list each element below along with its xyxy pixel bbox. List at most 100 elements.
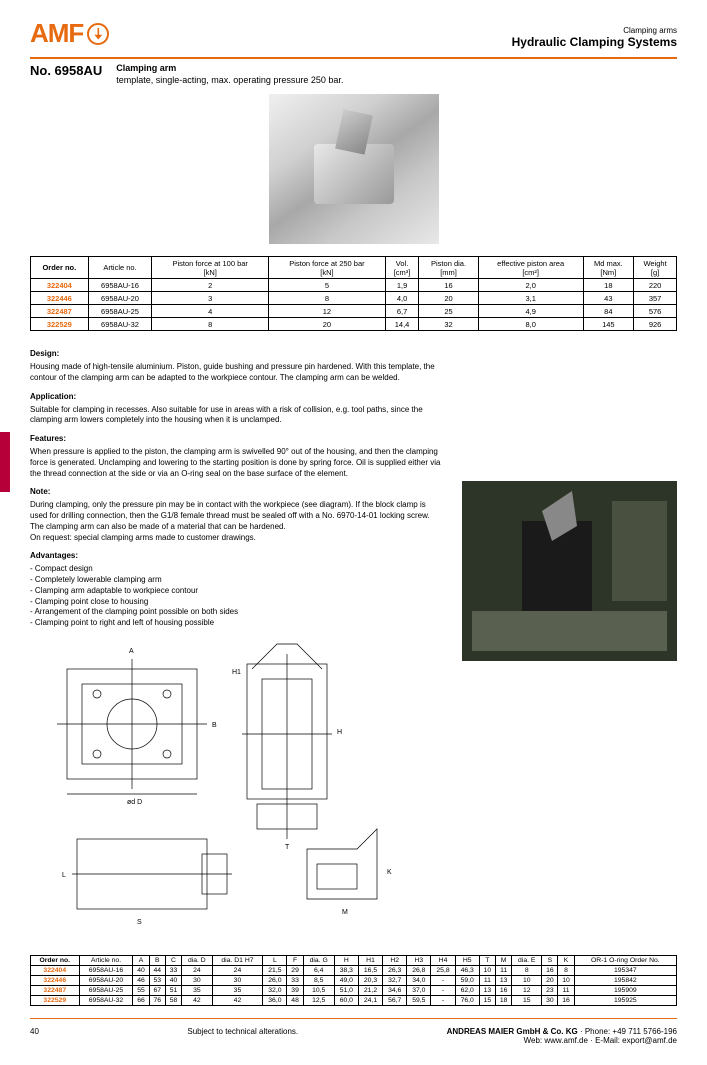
- note-title: Note:: [30, 487, 444, 498]
- table-cell: 44: [149, 965, 165, 975]
- table-row: 3224466958AU-20465340303026,0338,549,020…: [31, 975, 677, 985]
- column-header: C: [165, 955, 181, 965]
- column-header: dia. D1 H7: [212, 955, 263, 965]
- table-row: 3224876958AU-25556751353532,03910,551,02…: [31, 985, 677, 995]
- column-header: H5: [455, 955, 479, 965]
- table-cell: 58: [165, 995, 181, 1005]
- order-no-link[interactable]: 322446: [31, 975, 80, 985]
- order-no-link[interactable]: 322487: [31, 305, 89, 318]
- product-image: [269, 94, 439, 244]
- advantages-title: Advantages:: [30, 551, 444, 562]
- column-header: K: [558, 955, 574, 965]
- column-header: H3: [407, 955, 431, 965]
- order-no-link[interactable]: 322404: [31, 965, 80, 975]
- column-header: H1: [358, 955, 382, 965]
- table-cell: 33: [165, 965, 181, 975]
- column-header: Article no.: [88, 257, 152, 279]
- table-cell: 1,9: [385, 279, 419, 292]
- order-no-link[interactable]: 322404: [31, 279, 89, 292]
- table-cell: 26,0: [263, 975, 287, 985]
- table-row: 3224046958AU-16404433242421,5296,438,316…: [31, 965, 677, 975]
- table-cell: 32: [419, 318, 478, 331]
- advantage-item: - Clamping point to right and left of ho…: [30, 618, 444, 629]
- table-cell: 32,7: [383, 975, 407, 985]
- schematic-drawing: AB ød D HH1 T LS KM: [30, 629, 444, 949]
- table-cell: 4,0: [385, 292, 419, 305]
- features-title: Features:: [30, 434, 444, 445]
- table-cell: 15: [479, 995, 495, 1005]
- page-footer: 40 Subject to technical alterations. AND…: [30, 1027, 677, 1045]
- product-desc: template, single-acting, max. operating …: [116, 75, 343, 85]
- table-cell: 24: [212, 965, 263, 975]
- order-no-link[interactable]: 322529: [31, 318, 89, 331]
- table-cell: 67: [149, 985, 165, 995]
- table-cell: 14,4: [385, 318, 419, 331]
- footer-center: Subject to technical alterations.: [187, 1027, 298, 1045]
- table-cell: 13: [479, 985, 495, 995]
- column-header: B: [149, 955, 165, 965]
- table-cell: 36,0: [263, 995, 287, 1005]
- column-header: A: [133, 955, 149, 965]
- order-no-link[interactable]: 322529: [31, 995, 80, 1005]
- application-section: Application: Suitable for clamping in re…: [30, 392, 444, 426]
- table-cell: 29: [287, 965, 303, 975]
- table-cell: 60,0: [334, 995, 358, 1005]
- application-title: Application:: [30, 392, 444, 403]
- table-cell: -: [431, 975, 455, 985]
- table-cell: 30: [182, 975, 213, 985]
- table-cell: 26,3: [383, 965, 407, 975]
- table-cell: 12: [269, 305, 386, 318]
- svg-text:ød D: ød D: [127, 799, 142, 806]
- table-cell: 8: [512, 965, 542, 975]
- table-cell: 13: [496, 975, 512, 985]
- advantages-section: Advantages: - Compact design- Completely…: [30, 551, 444, 629]
- table-cell: 35: [212, 985, 263, 995]
- column-header: dia. G: [303, 955, 334, 965]
- table-cell: 16: [419, 279, 478, 292]
- column-header: Order no.: [31, 257, 89, 279]
- table-cell: 11: [479, 975, 495, 985]
- table-cell: 8,5: [303, 975, 334, 985]
- order-no-link[interactable]: 322446: [31, 292, 89, 305]
- svg-text:T: T: [285, 844, 290, 851]
- order-no-link[interactable]: 322487: [31, 985, 80, 995]
- table-cell: 195925: [574, 995, 676, 1005]
- table-cell: 10,5: [303, 985, 334, 995]
- table-row: 3225296958AU-32667658424236,04812,560,02…: [31, 995, 677, 1005]
- table-cell: 8: [152, 318, 269, 331]
- svg-text:S: S: [137, 919, 142, 926]
- column-header: L: [263, 955, 287, 965]
- table-cell: 18: [496, 995, 512, 1005]
- column-header: OR-1 O-ring Order No.: [574, 955, 676, 965]
- logo-icon: [87, 23, 109, 45]
- column-header: M: [496, 955, 512, 965]
- table-cell: 8: [269, 292, 386, 305]
- table-cell: 18: [583, 279, 634, 292]
- table-cell: 16: [542, 965, 558, 975]
- column-header: effective piston area[cm²]: [478, 257, 583, 279]
- column-header: F: [287, 955, 303, 965]
- table-cell: 84: [583, 305, 634, 318]
- footer-email: E-Mail: export@amf.de: [595, 1036, 677, 1045]
- column-header: H4: [431, 955, 455, 965]
- table-cell: 30: [542, 995, 558, 1005]
- advantage-item: - Clamping point close to housing: [30, 597, 444, 608]
- table-cell: 6958AU-16: [79, 965, 133, 975]
- svg-text:L: L: [62, 872, 66, 879]
- table-cell: 76,0: [455, 995, 479, 1005]
- table-cell: 220: [634, 279, 677, 292]
- table-cell: 12,5: [303, 995, 334, 1005]
- table-cell: 21,5: [263, 965, 287, 975]
- table-cell: 4,9: [478, 305, 583, 318]
- table-cell: 49,0: [334, 975, 358, 985]
- table-cell: 46: [133, 975, 149, 985]
- table-cell: 35: [182, 985, 213, 995]
- divider-bottom: [30, 1018, 677, 1019]
- table-cell: 56,7: [383, 995, 407, 1005]
- advantage-item: - Clamping arm adaptable to workpiece co…: [30, 586, 444, 597]
- table-cell: 926: [634, 318, 677, 331]
- table-cell: 25: [419, 305, 478, 318]
- table-cell: 12: [512, 985, 542, 995]
- table-cell: 6958AU-20: [79, 975, 133, 985]
- design-section: Design: Housing made of high-tensile alu…: [30, 349, 444, 383]
